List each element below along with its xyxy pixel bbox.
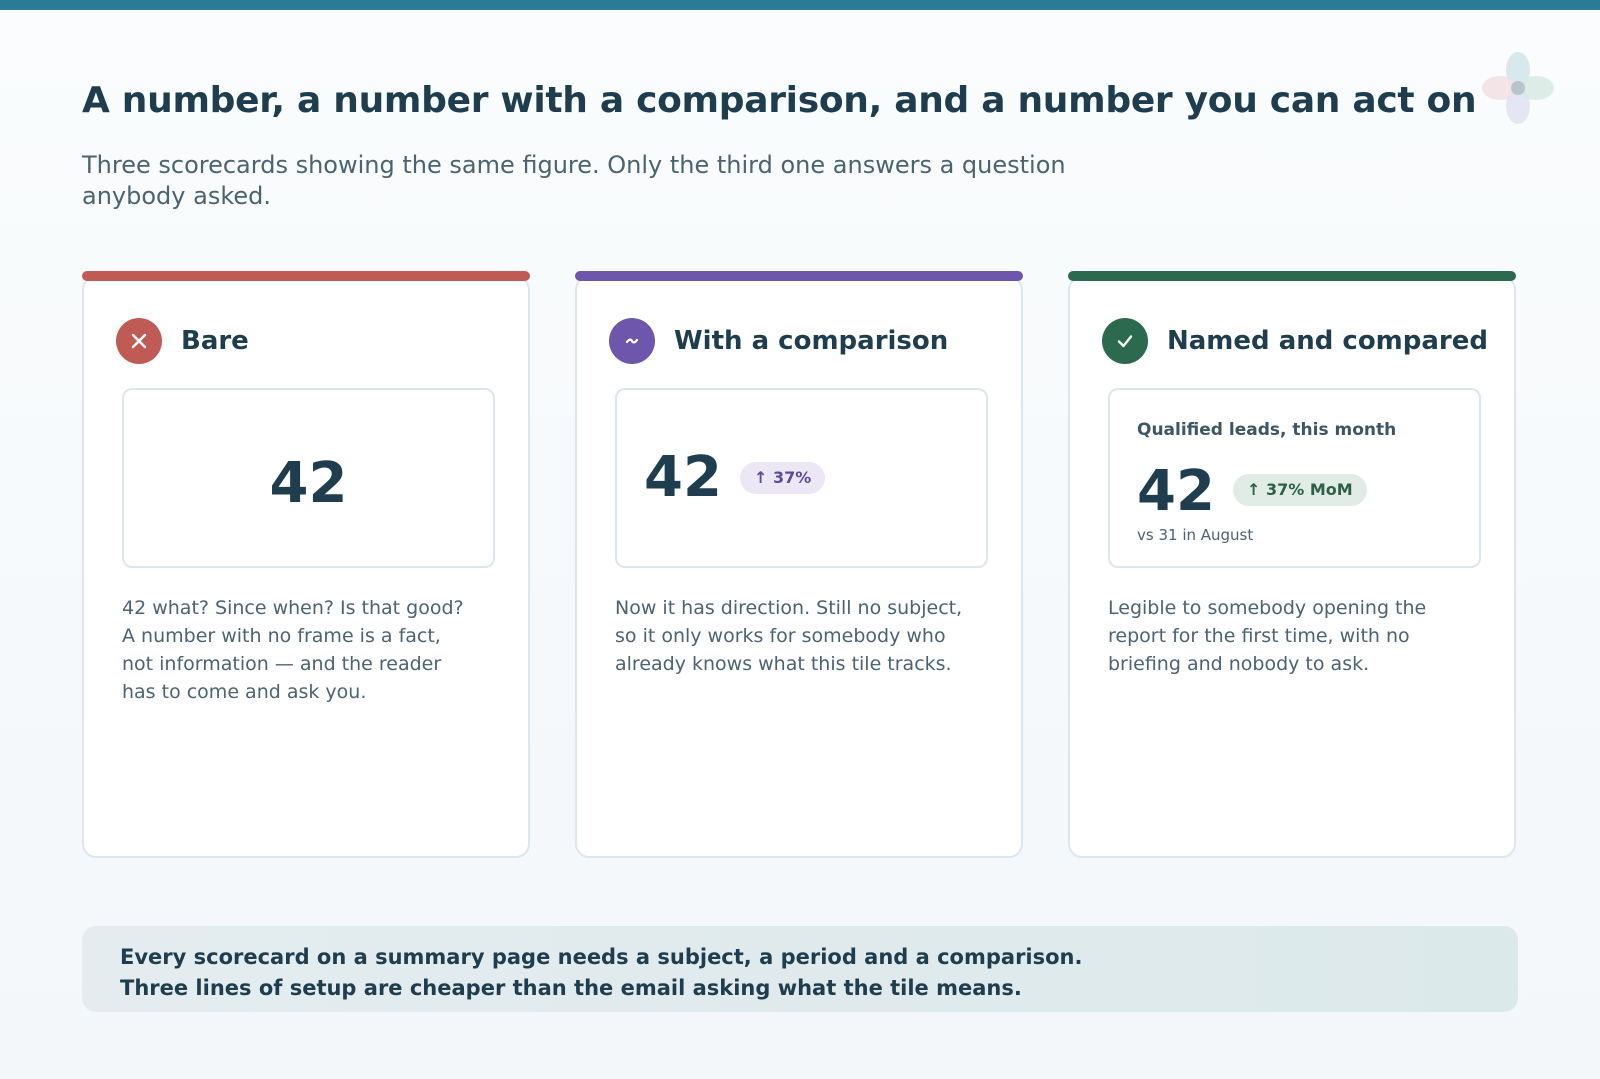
- top-accent-bar: [0, 0, 1600, 10]
- card-accent-bar: [1068, 271, 1516, 281]
- check-icon: [1102, 318, 1148, 364]
- delta-badge: ↑ 37%: [740, 462, 826, 494]
- x-icon: [116, 318, 162, 364]
- scorecard-with-comparison: With a comparison 42 ↑ 37% Now it has di…: [575, 271, 1023, 858]
- card-header: Bare: [116, 318, 249, 364]
- delta-badge: ↑ 37% MoM: [1233, 474, 1367, 506]
- flower-logo-icon: [1482, 52, 1554, 124]
- scorecard-named-and-compared: Named and compared Qualified leads, this…: [1068, 271, 1516, 858]
- takeaway-callout: Every scorecard on a summary page needs …: [82, 926, 1518, 1012]
- tilde-icon: [609, 318, 655, 364]
- scorecard-bare: Bare 42 42 what? Since when? Is that goo…: [82, 271, 530, 858]
- scorecard-tile: 42: [122, 388, 495, 568]
- callout-text: Every scorecard on a summary page needs …: [120, 945, 1083, 1000]
- card-accent-bar: [82, 271, 530, 281]
- card-title: With a comparison: [674, 326, 949, 356]
- page-subtitle: Three scorecards showing the same figure…: [82, 151, 1066, 210]
- card-description: Now it has direction. Still no subject, …: [615, 597, 963, 675]
- scorecard-label: Qualified leads, this month: [1137, 420, 1397, 440]
- card-description: 42 what? Since when? Is that good? A num…: [122, 597, 464, 703]
- page-title: A number, a number with a comparison, an…: [82, 80, 1477, 121]
- comparison-text: vs 31 in August: [1137, 526, 1254, 544]
- card-accent-bar: [575, 271, 1023, 281]
- scorecard-tile: 42 ↑ 37%: [615, 388, 988, 568]
- scorecard-value: 42: [1137, 459, 1215, 524]
- scorecard-tile: Qualified leads, this month 42 ↑ 37% MoM…: [1108, 388, 1481, 568]
- scorecard-value: 42: [269, 451, 348, 516]
- card-title: Named and compared: [1167, 326, 1489, 356]
- card-description: Legible to somebody opening the report f…: [1108, 597, 1427, 675]
- card-header: Named and compared: [1102, 318, 1488, 364]
- scorecard-value: 42: [644, 445, 722, 510]
- card-header: With a comparison: [609, 318, 948, 364]
- card-title: Bare: [181, 326, 249, 356]
